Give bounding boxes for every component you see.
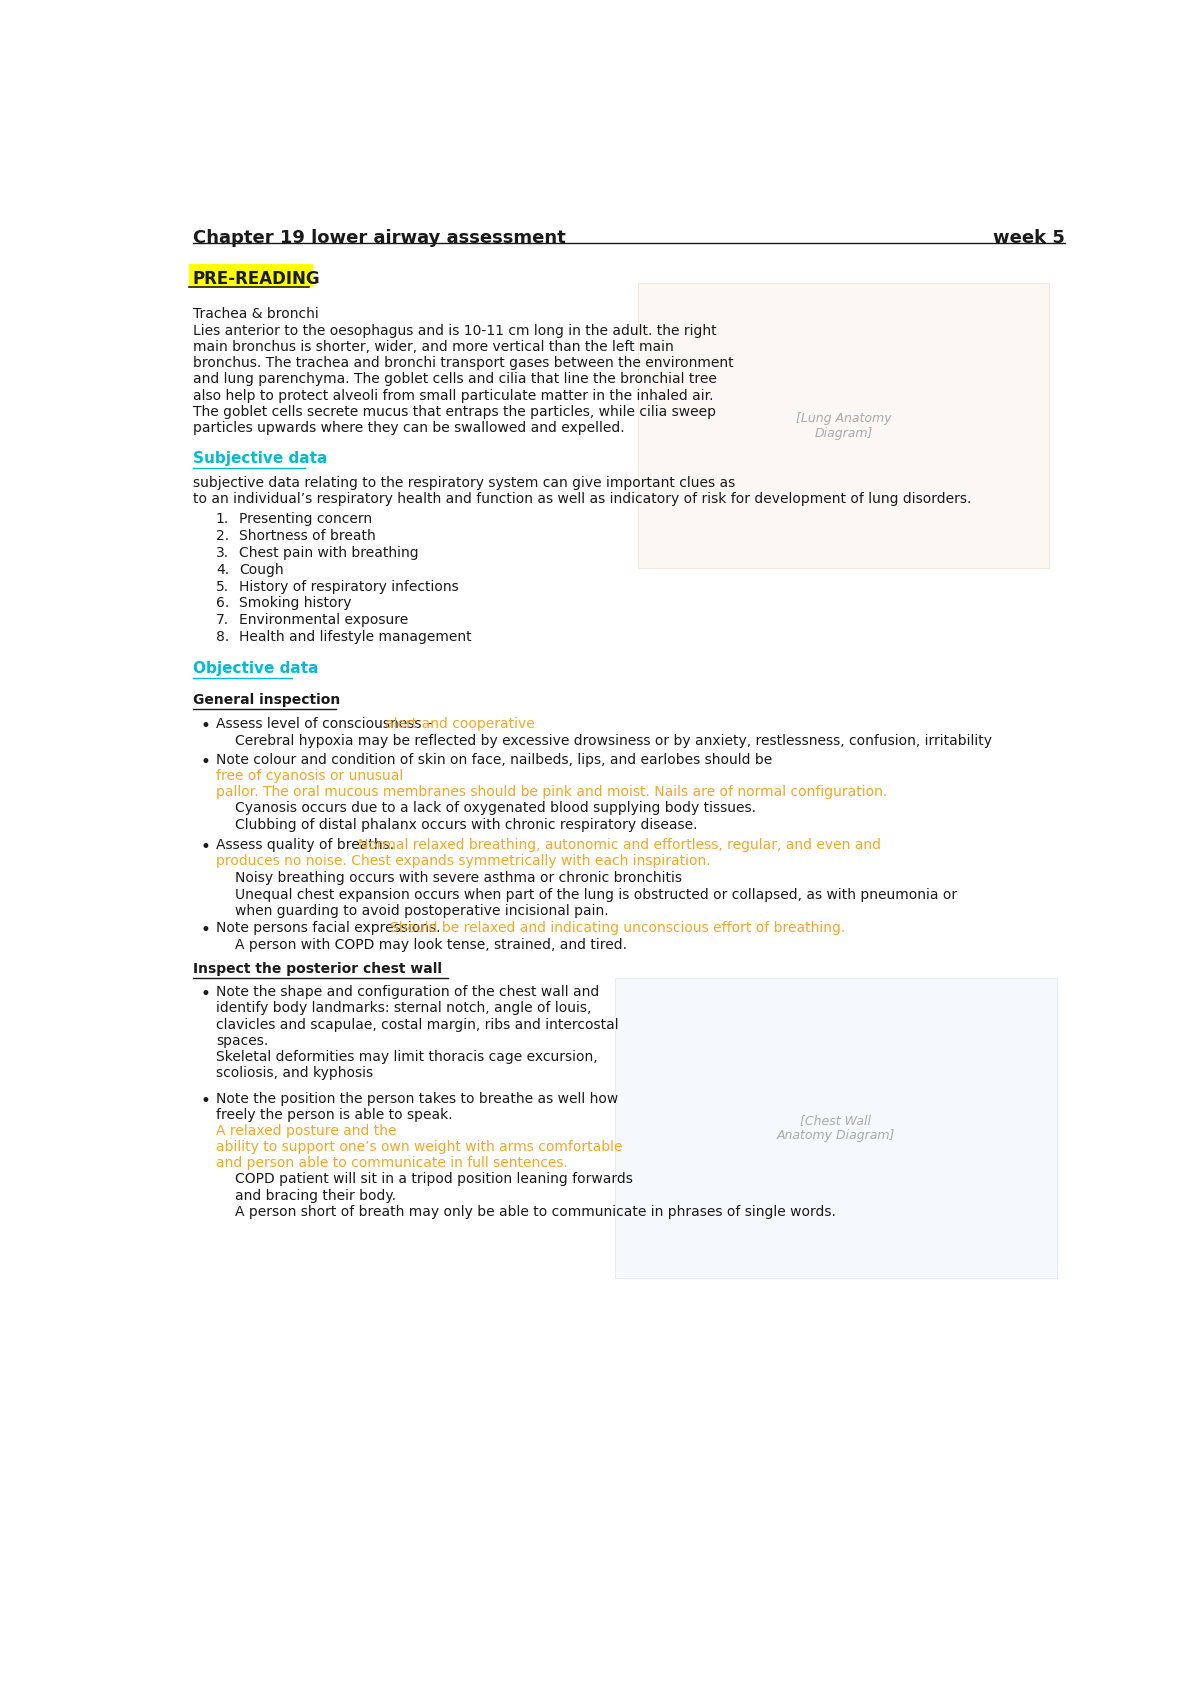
Text: particles upwards where they can be swallowed and expelled.: particles upwards where they can be swal… bbox=[193, 421, 624, 435]
Text: also help to protect alveoli from small particulate matter in the inhaled air.: also help to protect alveoli from small … bbox=[193, 389, 713, 402]
Text: COPD patient will sit in a tripod position leaning forwards: COPD patient will sit in a tripod positi… bbox=[235, 1172, 634, 1187]
Text: main bronchus is shorter, wider, and more vertical than the left main: main bronchus is shorter, wider, and mor… bbox=[193, 340, 673, 355]
Text: 2.: 2. bbox=[216, 528, 229, 543]
Text: Smoking history: Smoking history bbox=[239, 596, 352, 611]
Text: Environmental exposure: Environmental exposure bbox=[239, 613, 408, 627]
Text: Lies anterior to the oesophagus and is 10-11 cm long in the adult. the right: Lies anterior to the oesophagus and is 1… bbox=[193, 324, 716, 338]
Text: Normal relaxed breathing, autonomic and effortless, regular, and even and: Normal relaxed breathing, autonomic and … bbox=[358, 839, 881, 852]
Text: Should be relaxed and indicating unconscious effort of breathing.: Should be relaxed and indicating unconsc… bbox=[390, 920, 845, 934]
Text: 6.: 6. bbox=[216, 596, 229, 611]
Text: 3.: 3. bbox=[216, 545, 229, 560]
Text: Objective data: Objective data bbox=[193, 661, 318, 676]
Text: free of cyanosis or unusual: free of cyanosis or unusual bbox=[216, 769, 403, 783]
Text: Assess quality of breaths.: Assess quality of breaths. bbox=[216, 839, 398, 852]
Text: pallor. The oral mucous membranes should be pink and moist. Nails are of normal : pallor. The oral mucous membranes should… bbox=[216, 784, 887, 800]
Text: General inspection: General inspection bbox=[193, 693, 340, 708]
Text: Trachea & bronchi: Trachea & bronchi bbox=[193, 307, 318, 321]
Text: The goblet cells secrete mucus that entraps the particles, while cilia sweep: The goblet cells secrete mucus that entr… bbox=[193, 404, 715, 419]
Text: and lung parenchyma. The goblet cells and cilia that line the bronchial tree: and lung parenchyma. The goblet cells an… bbox=[193, 372, 716, 387]
Text: •: • bbox=[200, 985, 210, 1004]
FancyBboxPatch shape bbox=[616, 978, 1057, 1279]
Text: •: • bbox=[200, 1092, 210, 1109]
Text: ability to support one’s own weight with arms comfortable: ability to support one’s own weight with… bbox=[216, 1139, 623, 1155]
Text: A relaxed posture and the: A relaxed posture and the bbox=[216, 1124, 396, 1138]
Text: Skeletal deformities may limit thoracis cage excursion,: Skeletal deformities may limit thoracis … bbox=[216, 1049, 598, 1065]
Text: bronchus. The trachea and bronchi transport gases between the environment: bronchus. The trachea and bronchi transp… bbox=[193, 357, 733, 370]
Text: Noisy breathing occurs with severe asthma or chronic bronchitis: Noisy breathing occurs with severe asthm… bbox=[235, 871, 683, 885]
Text: •: • bbox=[200, 920, 210, 939]
Text: A person with COPD may look tense, strained, and tired.: A person with COPD may look tense, strai… bbox=[235, 937, 628, 951]
Text: spaces.: spaces. bbox=[216, 1034, 268, 1048]
Text: 5.: 5. bbox=[216, 579, 229, 594]
Text: Inspect the posterior chest wall: Inspect the posterior chest wall bbox=[193, 963, 442, 976]
Text: Presenting concern: Presenting concern bbox=[239, 511, 372, 526]
Text: scoliosis, and kyphosis: scoliosis, and kyphosis bbox=[216, 1066, 373, 1080]
Text: Clubbing of distal phalanx occurs with chronic respiratory disease.: Clubbing of distal phalanx occurs with c… bbox=[235, 818, 697, 832]
Text: and bracing their body.: and bracing their body. bbox=[235, 1189, 396, 1202]
Text: 8.: 8. bbox=[216, 630, 229, 644]
Text: A person short of breath may only be able to communicate in phrases of single wo: A person short of breath may only be abl… bbox=[235, 1206, 836, 1219]
Text: Assess level of consciousness –: Assess level of consciousness – bbox=[216, 717, 437, 730]
Text: and person able to communicate in full sentences.: and person able to communicate in full s… bbox=[216, 1156, 568, 1170]
Text: History of respiratory infections: History of respiratory infections bbox=[239, 579, 458, 594]
Text: Health and lifestyle management: Health and lifestyle management bbox=[239, 630, 472, 644]
Text: identify body landmarks: sternal notch, angle of louis,: identify body landmarks: sternal notch, … bbox=[216, 1002, 592, 1015]
Text: clavicles and scapulae, costal margin, ribs and intercostal: clavicles and scapulae, costal margin, r… bbox=[216, 1017, 618, 1032]
Text: Note persons facial expressions.: Note persons facial expressions. bbox=[216, 920, 445, 934]
Text: 1.: 1. bbox=[216, 511, 229, 526]
Text: 4.: 4. bbox=[216, 562, 229, 577]
Text: subjective data relating to the respiratory system can give important clues as: subjective data relating to the respirat… bbox=[193, 475, 734, 489]
Text: Unequal chest expansion occurs when part of the lung is obstructed or collapsed,: Unequal chest expansion occurs when part… bbox=[235, 888, 958, 902]
Text: Shortness of breath: Shortness of breath bbox=[239, 528, 376, 543]
Text: freely the person is able to speak.: freely the person is able to speak. bbox=[216, 1107, 457, 1122]
Text: Subjective data: Subjective data bbox=[193, 452, 326, 465]
Text: Chapter 19 lower airway assessment: Chapter 19 lower airway assessment bbox=[193, 229, 565, 248]
Text: alert and cooperative: alert and cooperative bbox=[384, 717, 534, 730]
Text: Chest pain with breathing: Chest pain with breathing bbox=[239, 545, 419, 560]
Text: •: • bbox=[200, 752, 210, 771]
Text: Cyanosis occurs due to a lack of oxygenated blood supplying body tissues.: Cyanosis occurs due to a lack of oxygena… bbox=[235, 801, 756, 815]
Text: produces no noise. Chest expands symmetrically with each inspiration.: produces no noise. Chest expands symmetr… bbox=[216, 854, 710, 868]
Text: Note the position the person takes to breathe as well how: Note the position the person takes to br… bbox=[216, 1092, 618, 1105]
Text: when guarding to avoid postoperative incisional pain.: when guarding to avoid postoperative inc… bbox=[235, 905, 608, 919]
FancyBboxPatch shape bbox=[188, 263, 313, 287]
Text: [Chest Wall
Anatomy Diagram]: [Chest Wall Anatomy Diagram] bbox=[776, 1114, 895, 1141]
Text: 7.: 7. bbox=[216, 613, 229, 627]
Text: [Lung Anatomy
Diagram]: [Lung Anatomy Diagram] bbox=[796, 411, 892, 440]
Text: Cerebral hypoxia may be reflected by excessive drowsiness or by anxiety, restles: Cerebral hypoxia may be reflected by exc… bbox=[235, 734, 992, 747]
Text: PRE-READING: PRE-READING bbox=[193, 270, 320, 289]
Text: to an individual’s respiratory health and function as well as indicatory of risk: to an individual’s respiratory health an… bbox=[193, 492, 971, 506]
Text: Cough: Cough bbox=[239, 562, 283, 577]
Text: •: • bbox=[200, 839, 210, 856]
Text: •: • bbox=[200, 717, 210, 735]
Text: Note the shape and configuration of the chest wall and: Note the shape and configuration of the … bbox=[216, 985, 599, 1000]
FancyBboxPatch shape bbox=[638, 284, 1049, 567]
Text: Note colour and condition of skin on face, nailbeds, lips, and earlobes should b: Note colour and condition of skin on fac… bbox=[216, 752, 776, 767]
Text: week 5: week 5 bbox=[992, 229, 1064, 248]
